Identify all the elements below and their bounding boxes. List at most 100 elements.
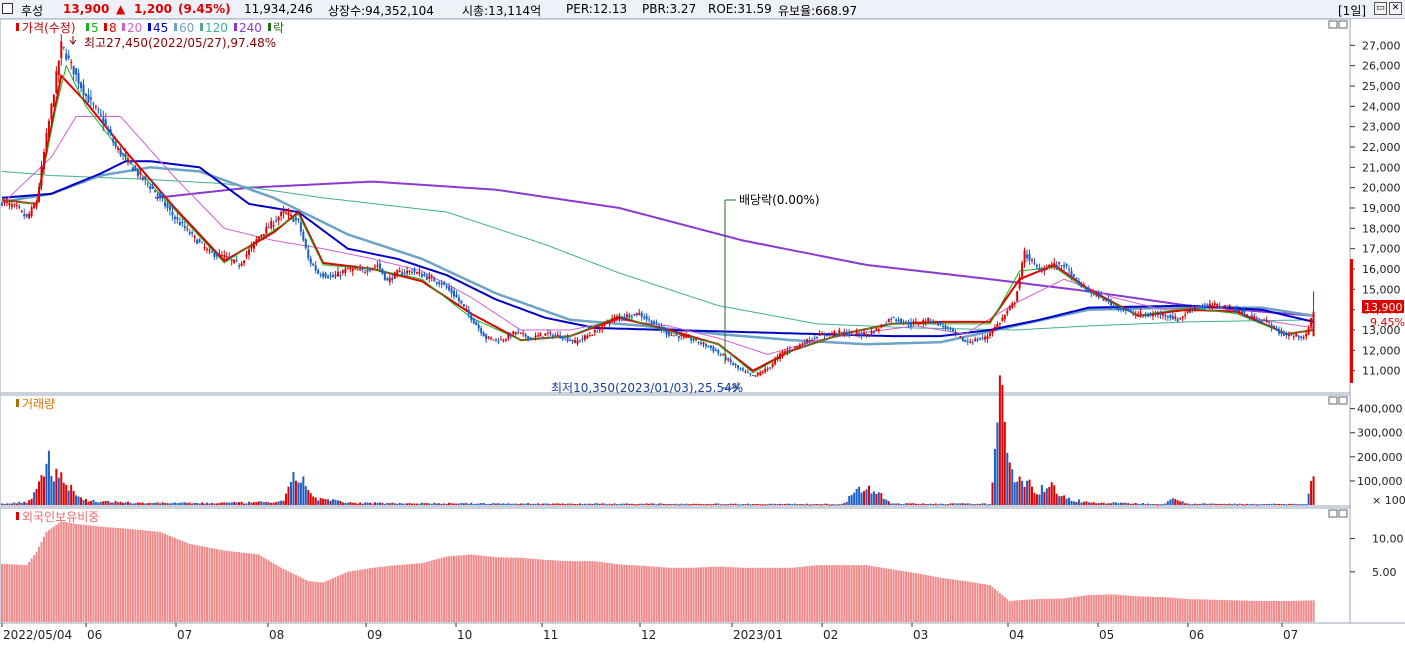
volume-bar	[512, 503, 515, 505]
candle-body	[1236, 309, 1238, 311]
stock-chart[interactable]: 11,00012,00013,00014,00015,00016,00017,0…	[0, 19, 1405, 648]
volume-bar	[650, 503, 653, 505]
foreign-bar	[124, 528, 127, 622]
candle-body	[92, 103, 95, 105]
candle-body	[47, 120, 50, 138]
volume-bar	[1218, 503, 1221, 505]
stock-change-pct: (9.45%)	[178, 2, 231, 16]
candle-body	[331, 275, 334, 278]
volume-bar	[104, 501, 107, 505]
volume-bar	[1307, 493, 1310, 505]
volume-bar	[168, 503, 171, 505]
foreign-bar	[1164, 597, 1167, 622]
pbr-value: PBR:3.27	[642, 2, 697, 16]
candle-body	[87, 95, 90, 103]
candle-body	[462, 304, 465, 307]
candle-body	[161, 196, 164, 199]
volume-bar	[67, 490, 70, 505]
volume-bar	[280, 500, 283, 505]
foreign-bar	[450, 556, 453, 622]
price-tick-label: 23,000	[1362, 121, 1401, 134]
candle-body	[919, 322, 922, 324]
volume-bar	[875, 493, 878, 505]
candle-body	[566, 337, 569, 342]
candle-body	[1216, 304, 1219, 308]
volume-bar	[1028, 479, 1031, 505]
foreign-bar	[344, 572, 347, 622]
select-checkbox[interactable]	[2, 3, 13, 14]
foreign-bar	[966, 581, 969, 622]
volume-bar	[477, 503, 480, 505]
volume-bar	[598, 503, 601, 505]
candle-body	[786, 349, 789, 352]
foreign-bar	[1253, 600, 1256, 622]
period-selector[interactable]: [1일]	[1338, 4, 1367, 18]
volume-bar	[722, 503, 725, 505]
candle-body	[252, 241, 255, 249]
foreign-bar	[1310, 600, 1313, 622]
foreign-bar	[1201, 599, 1204, 622]
candle-body	[559, 335, 562, 339]
candle-body	[1156, 313, 1159, 315]
volume-bar	[178, 502, 181, 505]
foreign-bar	[1028, 599, 1031, 622]
foreign-bar	[393, 565, 396, 622]
foreign-bar	[996, 591, 999, 622]
volume-bar	[1058, 496, 1061, 505]
foreign-bar	[665, 567, 668, 622]
volume-bar	[23, 501, 26, 505]
candle-body	[934, 320, 937, 322]
candlesticks	[1, 34, 1315, 378]
volume-bar	[1075, 501, 1078, 505]
volume-bar	[1050, 482, 1053, 505]
foreign-bar	[334, 577, 337, 622]
foreign-bar	[507, 557, 510, 622]
candle-body	[660, 326, 663, 330]
volume-bar	[349, 502, 352, 505]
candle-body	[126, 158, 129, 162]
volume-bar	[798, 504, 801, 506]
candle-body	[240, 263, 243, 266]
volume-bar	[1166, 501, 1169, 505]
candle-body	[1038, 268, 1041, 270]
volume-bar	[1186, 503, 1189, 505]
candle-body	[1129, 310, 1132, 312]
foreign-bar	[825, 565, 828, 622]
minimize-icon[interactable]: ▭	[1374, 2, 1387, 15]
price-panel-buttons[interactable]	[1328, 20, 1348, 518]
foreign-bar	[331, 578, 334, 622]
volume-bar	[675, 503, 678, 505]
volume-bar	[554, 503, 557, 505]
candle-body	[1110, 301, 1113, 306]
candle-body	[971, 342, 974, 344]
close-icon[interactable]: ✕	[1389, 2, 1402, 15]
foreign-bar	[99, 526, 102, 622]
volume-bar	[1191, 504, 1194, 506]
candle-body	[151, 186, 154, 189]
candle-body	[1152, 314, 1155, 317]
candle-body	[756, 372, 759, 376]
foreign-bar	[141, 530, 144, 622]
foreign-ratio-bars	[1, 521, 1315, 622]
foreign-bar	[252, 553, 255, 622]
candle-body	[519, 332, 522, 334]
foreign-bar	[549, 560, 552, 622]
foreign-bar	[821, 565, 824, 622]
volume-bar	[159, 503, 162, 505]
candle-body	[653, 321, 656, 325]
volume-bar	[1018, 476, 1021, 505]
volume-bar	[1206, 503, 1209, 505]
candle-body	[164, 202, 167, 207]
foreign-bar	[890, 569, 893, 622]
candle-body	[677, 335, 680, 339]
candle-body	[895, 319, 898, 321]
volume-bar	[465, 502, 468, 505]
candle-body	[648, 319, 651, 321]
volume-bar	[739, 504, 742, 506]
candle-body	[638, 313, 641, 315]
candle-body	[1040, 271, 1043, 273]
candle-body	[430, 276, 433, 278]
candle-body	[75, 68, 78, 75]
candle-body	[532, 338, 535, 340]
candle-body	[1006, 310, 1009, 314]
